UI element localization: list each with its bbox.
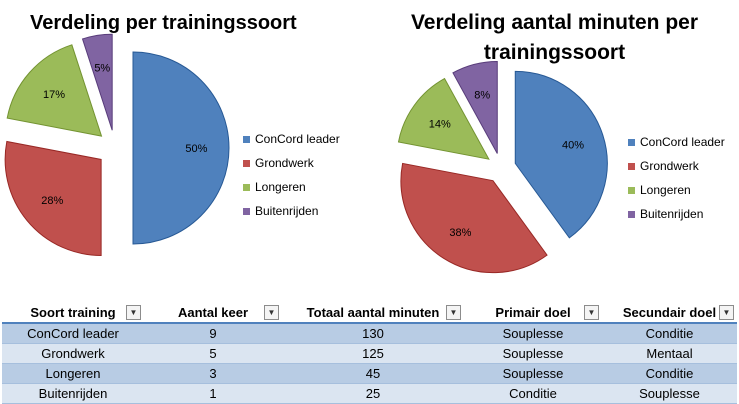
data-label: 8% (474, 90, 490, 102)
table-cell: Buitenrijden (2, 383, 144, 404)
table-cell: Mentaal (602, 343, 737, 364)
pie-slice-grondwerk (400, 162, 548, 274)
data-label: 40% (562, 140, 584, 152)
legend-swatch (628, 138, 635, 146)
table-cell: 125 (282, 343, 464, 364)
column-header[interactable]: Totaal aantal minuten ▼ (282, 302, 464, 324)
table-cell: 25 (282, 383, 464, 404)
pie-slice-buitenrijden (452, 60, 498, 154)
legend-label: Longeren (255, 180, 306, 194)
legend-swatch (243, 207, 250, 215)
table-header-row: Soort training ▼ Aantal keer ▼ Totaal aant… (2, 302, 737, 324)
table-cell: 3 (144, 363, 282, 384)
pie-chart-training-minutes: Verdeling aantal minuten per trainingsso… (370, 0, 739, 290)
pie-slice-concord-leader (132, 51, 230, 245)
data-label: 28% (41, 195, 63, 207)
chart-title: Verdeling per trainingssoort (30, 12, 297, 34)
data-label: 5% (94, 63, 110, 75)
data-label: 17% (43, 89, 65, 101)
pie-chart-svg: 40% 38% 14% 8% (397, 60, 608, 274)
pie-slice-longeren (397, 77, 490, 160)
legend-swatch (628, 210, 635, 218)
pie-slice-buitenrijden (81, 33, 113, 131)
data-label: 50% (185, 143, 207, 155)
table-cell: Souplesse (464, 323, 602, 344)
legend-label: Grondwerk (640, 159, 699, 173)
column-header-label: Secundair doel (622, 304, 717, 320)
table-cell: Souplesse (602, 383, 737, 404)
legend-swatch (243, 135, 250, 143)
pie-chart-svg: 50% 28% 17% 5% (4, 33, 230, 256)
column-header-label: Soort training (30, 304, 116, 320)
table-cell: 130 (282, 323, 464, 344)
legend-item: Grondwerk (628, 154, 725, 178)
table-cell: 9 (144, 323, 282, 344)
legend-swatch (243, 159, 250, 167)
column-header-label: Totaal aantal minuten (306, 304, 440, 320)
legend-swatch (243, 183, 250, 191)
column-header[interactable]: Secundair doel ▼ (602, 302, 737, 324)
legend-item: ConCord leader (628, 130, 725, 154)
data-label: 14% (429, 118, 451, 130)
column-header[interactable]: Aantal keer ▼ (144, 302, 282, 324)
dropdown-arrow-icon[interactable]: ▼ (446, 305, 461, 320)
table-row: ConCord leader 9 130 Souplesse Conditie (2, 323, 737, 344)
dropdown-arrow-icon[interactable]: ▼ (126, 305, 141, 320)
legend-item: Buitenrijden (628, 202, 725, 226)
training-table: Soort training ▼ Aantal keer ▼ Totaal aant… (2, 302, 737, 404)
table-cell: Grondwerk (2, 343, 144, 364)
pie-chart-training-types: Verdeling per trainingssoort 50% 28% 17% 5%… (0, 0, 370, 290)
table-cell: 45 (282, 363, 464, 384)
pie-slice-grondwerk (4, 140, 102, 256)
legend-item: Buitenrijden (243, 199, 340, 223)
legend-swatch (628, 162, 635, 170)
pie-slice-longeren (6, 44, 103, 137)
table-row: Longeren 3 45 Souplesse Conditie (2, 363, 737, 384)
pie-slice-concord-leader (514, 70, 608, 239)
table-row: Buitenrijden 1 25 Conditie Souplesse (2, 383, 737, 404)
legend-label: ConCord leader (255, 132, 340, 146)
column-header-label: Primair doel (495, 304, 571, 320)
table-cell: 1 (144, 383, 282, 404)
legend-label: Grondwerk (255, 156, 314, 170)
legend-item: Longeren (628, 178, 725, 202)
legend-label: Buitenrijden (640, 207, 704, 221)
table-row: Grondwerk 5 125 Souplesse Mentaal (2, 343, 737, 364)
table-cell: Souplesse (464, 343, 602, 364)
table-cell: Conditie (464, 383, 602, 404)
table-cell: Souplesse (464, 363, 602, 384)
data-label: 38% (449, 227, 471, 239)
table-cell: Conditie (602, 323, 737, 344)
chart-title: Verdeling aantal minuten per trainingsso… (410, 11, 699, 64)
legend-item: Grondwerk (243, 151, 340, 175)
legend-label: ConCord leader (640, 135, 725, 149)
legend-label: Buitenrijden (255, 204, 319, 218)
legend-label: Longeren (640, 183, 691, 197)
legend-item: Longeren (243, 175, 340, 199)
table-cell: 5 (144, 343, 282, 364)
column-header-label: Aantal keer (177, 304, 249, 320)
table-cell: Longeren (2, 363, 144, 384)
column-header[interactable]: Soort training ▼ (2, 302, 144, 324)
dropdown-arrow-icon[interactable]: ▼ (719, 305, 734, 320)
dropdown-arrow-icon[interactable]: ▼ (584, 305, 599, 320)
chart-legend: ConCord leader Grondwerk Longeren Buitenrij… (243, 127, 340, 223)
legend-swatch (628, 186, 635, 194)
table-cell: Conditie (602, 363, 737, 384)
dropdown-arrow-icon[interactable]: ▼ (264, 305, 279, 320)
column-header[interactable]: Primair doel ▼ (464, 302, 602, 324)
table-cell: ConCord leader (2, 323, 144, 344)
chart-legend: ConCord leader Grondwerk Longeren Buitenrij… (628, 130, 725, 226)
legend-item: ConCord leader (243, 127, 340, 151)
